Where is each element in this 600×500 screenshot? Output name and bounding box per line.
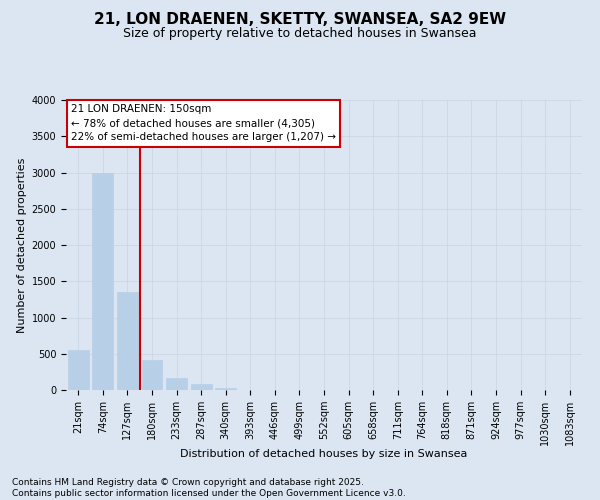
Text: Contains HM Land Registry data © Crown copyright and database right 2025.
Contai: Contains HM Land Registry data © Crown c… [12, 478, 406, 498]
Bar [92, 172, 113, 390]
Text: 21 LON DRAENEN: 150sqm
← 78% of detached houses are smaller (4,305)
22% of semi-: 21 LON DRAENEN: 150sqm ← 78% of detached… [71, 104, 336, 142]
Bar [215, 388, 236, 390]
Bar [142, 360, 163, 390]
Text: Size of property relative to detached houses in Swansea: Size of property relative to detached ho… [123, 28, 477, 40]
Text: 21, LON DRAENEN, SKETTY, SWANSEA, SA2 9EW: 21, LON DRAENEN, SKETTY, SWANSEA, SA2 9E… [94, 12, 506, 28]
Bar [166, 378, 187, 390]
Bar [117, 292, 138, 390]
Bar [191, 384, 212, 390]
Y-axis label: Number of detached properties: Number of detached properties [17, 158, 28, 332]
Bar [68, 350, 89, 390]
X-axis label: Distribution of detached houses by size in Swansea: Distribution of detached houses by size … [181, 449, 467, 459]
